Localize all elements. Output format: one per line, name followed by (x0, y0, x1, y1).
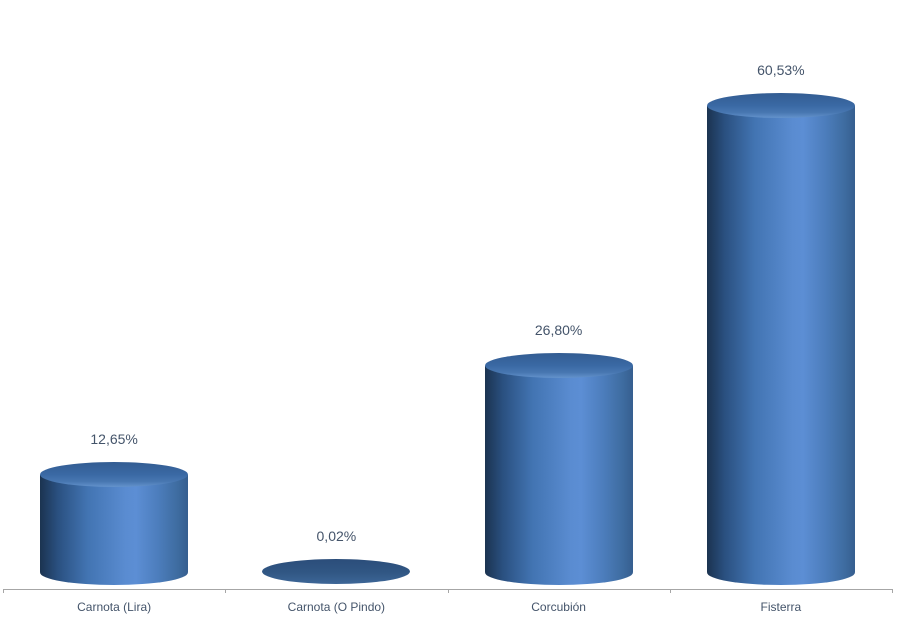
x-axis-tick (892, 589, 893, 593)
data-label-carnota-lira: 12,65% (90, 431, 138, 448)
cylinder-top-carnota-lira (40, 462, 189, 488)
x-axis-tick (225, 589, 226, 593)
x-axis-tick (3, 589, 4, 593)
x-axis-tick (670, 589, 671, 593)
data-label-corcubión: 26,80% (534, 322, 583, 339)
cylinder-top-fisterra (706, 93, 855, 119)
x-axis-line (3, 589, 892, 590)
data-label-carnota-o-pindo: 0,02% (316, 528, 357, 545)
data-label-fisterra: 60,53% (757, 62, 805, 79)
cylinder-flat-carnota-o-pindo (262, 559, 411, 585)
category-label-fisterra: Fisterra (760, 600, 802, 614)
cylinder-body-fisterra (706, 105, 855, 572)
category-label-carnota-lira: Carnota (Lira) (77, 600, 152, 614)
category-label-carnota-o-pindo: Carnota (O Pindo) (287, 600, 386, 614)
x-axis-tick (448, 589, 449, 593)
cylinder-body-carnota-lira (40, 474, 189, 572)
cylinder-top-corcubión (484, 353, 633, 379)
cylinder-body-corcubión (484, 365, 633, 572)
category-label-corcubión: Corcubión (531, 600, 586, 614)
